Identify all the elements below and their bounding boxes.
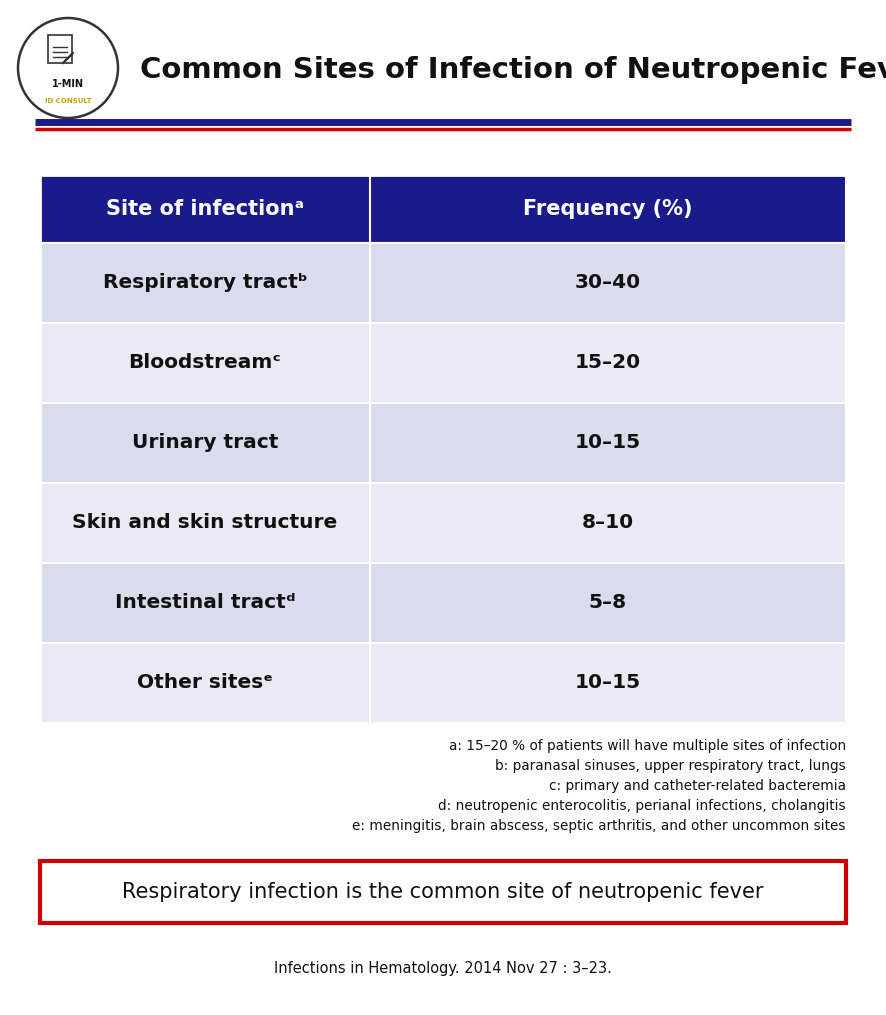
Text: 30–40: 30–40 xyxy=(575,273,641,292)
Text: ID CONSULT: ID CONSULT xyxy=(44,98,91,104)
Text: Respiratory tractᵇ: Respiratory tractᵇ xyxy=(103,273,307,292)
Text: Skin and skin structure: Skin and skin structure xyxy=(73,514,338,533)
Text: Common Sites of Infection of Neutropenic Fever: Common Sites of Infection of Neutropenic… xyxy=(140,56,886,84)
Text: e: meningitis, brain abscess, septic arthritis, and other uncommon sites: e: meningitis, brain abscess, septic art… xyxy=(353,819,846,833)
Text: 10–15: 10–15 xyxy=(575,433,641,453)
Bar xyxy=(40,175,846,243)
Text: 5–8: 5–8 xyxy=(589,594,627,612)
FancyBboxPatch shape xyxy=(48,35,72,63)
Bar xyxy=(40,243,846,323)
Bar xyxy=(40,861,846,923)
Text: 8–10: 8–10 xyxy=(582,514,634,533)
Text: Infections in Hematology. 2014 Nov 27 : 3–23.: Infections in Hematology. 2014 Nov 27 : … xyxy=(274,961,612,976)
Bar xyxy=(40,323,846,403)
Text: 1-MIN: 1-MIN xyxy=(52,79,84,89)
Bar xyxy=(40,563,846,642)
Text: Respiratory infection is the common site of neutropenic fever: Respiratory infection is the common site… xyxy=(122,882,764,902)
Text: Site of infectionᵃ: Site of infectionᵃ xyxy=(106,199,304,219)
Text: c: primary and catheter-related bacteremia: c: primary and catheter-related bacterem… xyxy=(549,779,846,793)
Text: Other sitesᵉ: Other sitesᵉ xyxy=(137,674,273,692)
Text: Bloodstreamᶜ: Bloodstreamᶜ xyxy=(128,353,282,373)
Bar xyxy=(40,175,846,723)
Text: Frequency (%): Frequency (%) xyxy=(524,199,693,219)
Text: 15–20: 15–20 xyxy=(575,353,641,373)
Text: Intestinal tractᵈ: Intestinal tractᵈ xyxy=(115,594,295,612)
Text: 10–15: 10–15 xyxy=(575,674,641,692)
Text: Urinary tract: Urinary tract xyxy=(132,433,278,453)
Text: a: 15–20 % of patients will have multiple sites of infection: a: 15–20 % of patients will have multipl… xyxy=(448,739,846,753)
Text: b: paranasal sinuses, upper respiratory tract, lungs: b: paranasal sinuses, upper respiratory … xyxy=(495,759,846,773)
Text: d: neutropenic enterocolitis, perianal infections, cholangitis: d: neutropenic enterocolitis, perianal i… xyxy=(439,799,846,813)
Bar xyxy=(40,403,846,483)
Bar xyxy=(40,483,846,563)
Bar xyxy=(40,642,846,723)
